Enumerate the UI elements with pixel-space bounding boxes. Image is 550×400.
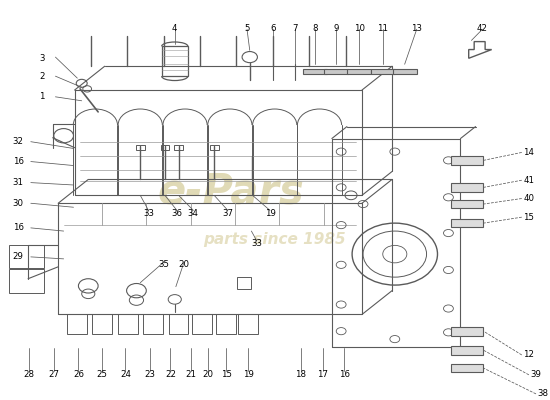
Bar: [210, 145, 218, 150]
Bar: [450, 364, 483, 372]
Text: 6: 6: [271, 24, 276, 33]
Text: 15: 15: [221, 370, 232, 379]
Text: 38: 38: [537, 390, 548, 398]
Bar: [136, 145, 145, 150]
Bar: [450, 183, 483, 192]
Text: 25: 25: [96, 370, 107, 379]
Text: 5: 5: [244, 24, 250, 33]
Text: e-Pars: e-Pars: [157, 170, 304, 212]
Bar: [304, 69, 327, 74]
Text: 21: 21: [186, 370, 197, 379]
Text: 3: 3: [39, 54, 45, 63]
Bar: [324, 69, 348, 74]
Text: 10: 10: [354, 24, 365, 33]
Text: 9: 9: [333, 24, 339, 33]
Bar: [92, 314, 112, 334]
Bar: [450, 327, 483, 336]
Bar: [393, 69, 417, 74]
Text: 27: 27: [49, 370, 60, 379]
Bar: [450, 156, 483, 165]
Bar: [118, 314, 138, 334]
Text: 17: 17: [317, 370, 328, 379]
Bar: [216, 314, 236, 334]
Text: 16: 16: [339, 370, 350, 379]
Text: 29: 29: [13, 252, 24, 261]
Bar: [161, 145, 169, 150]
Text: 22: 22: [165, 370, 176, 379]
Text: 34: 34: [188, 209, 199, 218]
Bar: [174, 145, 183, 150]
Text: 37: 37: [222, 209, 233, 218]
Text: 39: 39: [531, 370, 541, 379]
Bar: [9, 269, 45, 293]
Text: 26: 26: [73, 370, 84, 379]
Text: 15: 15: [524, 213, 535, 222]
Text: 16: 16: [13, 157, 24, 166]
Bar: [347, 69, 371, 74]
Text: 14: 14: [524, 148, 535, 157]
Text: 32: 32: [13, 137, 24, 146]
Text: 12: 12: [524, 350, 535, 360]
Bar: [450, 200, 483, 208]
Text: 2: 2: [39, 72, 45, 81]
Text: 7: 7: [293, 24, 298, 33]
Text: 31: 31: [13, 178, 24, 187]
Text: 36: 36: [172, 209, 183, 218]
Bar: [371, 69, 395, 74]
Text: 30: 30: [13, 199, 24, 208]
Bar: [162, 46, 188, 76]
Text: 42: 42: [477, 24, 488, 33]
Bar: [237, 277, 251, 289]
Text: 18: 18: [295, 370, 306, 379]
Bar: [68, 314, 87, 334]
Bar: [450, 346, 483, 354]
Bar: [9, 244, 45, 268]
Text: 13: 13: [411, 24, 422, 33]
Bar: [238, 314, 258, 334]
Text: 16: 16: [13, 223, 24, 232]
Bar: [192, 314, 212, 334]
Text: 40: 40: [524, 194, 535, 203]
Bar: [169, 314, 189, 334]
Text: 23: 23: [144, 370, 155, 379]
Text: 20: 20: [202, 370, 213, 379]
Text: parts since 1985: parts since 1985: [203, 232, 346, 246]
Text: 33: 33: [143, 209, 154, 218]
Bar: [143, 314, 163, 334]
Text: 41: 41: [524, 176, 535, 185]
Text: 8: 8: [313, 24, 318, 33]
Text: 1: 1: [39, 92, 45, 101]
Text: 11: 11: [377, 24, 388, 33]
Text: 33: 33: [251, 239, 262, 248]
Text: 35: 35: [158, 260, 169, 269]
Text: 4: 4: [172, 24, 178, 33]
Text: 19: 19: [265, 209, 276, 218]
Text: 28: 28: [24, 370, 35, 379]
Text: 19: 19: [243, 370, 254, 379]
Bar: [450, 219, 483, 228]
Text: 24: 24: [120, 370, 131, 379]
Text: 20: 20: [179, 260, 190, 269]
